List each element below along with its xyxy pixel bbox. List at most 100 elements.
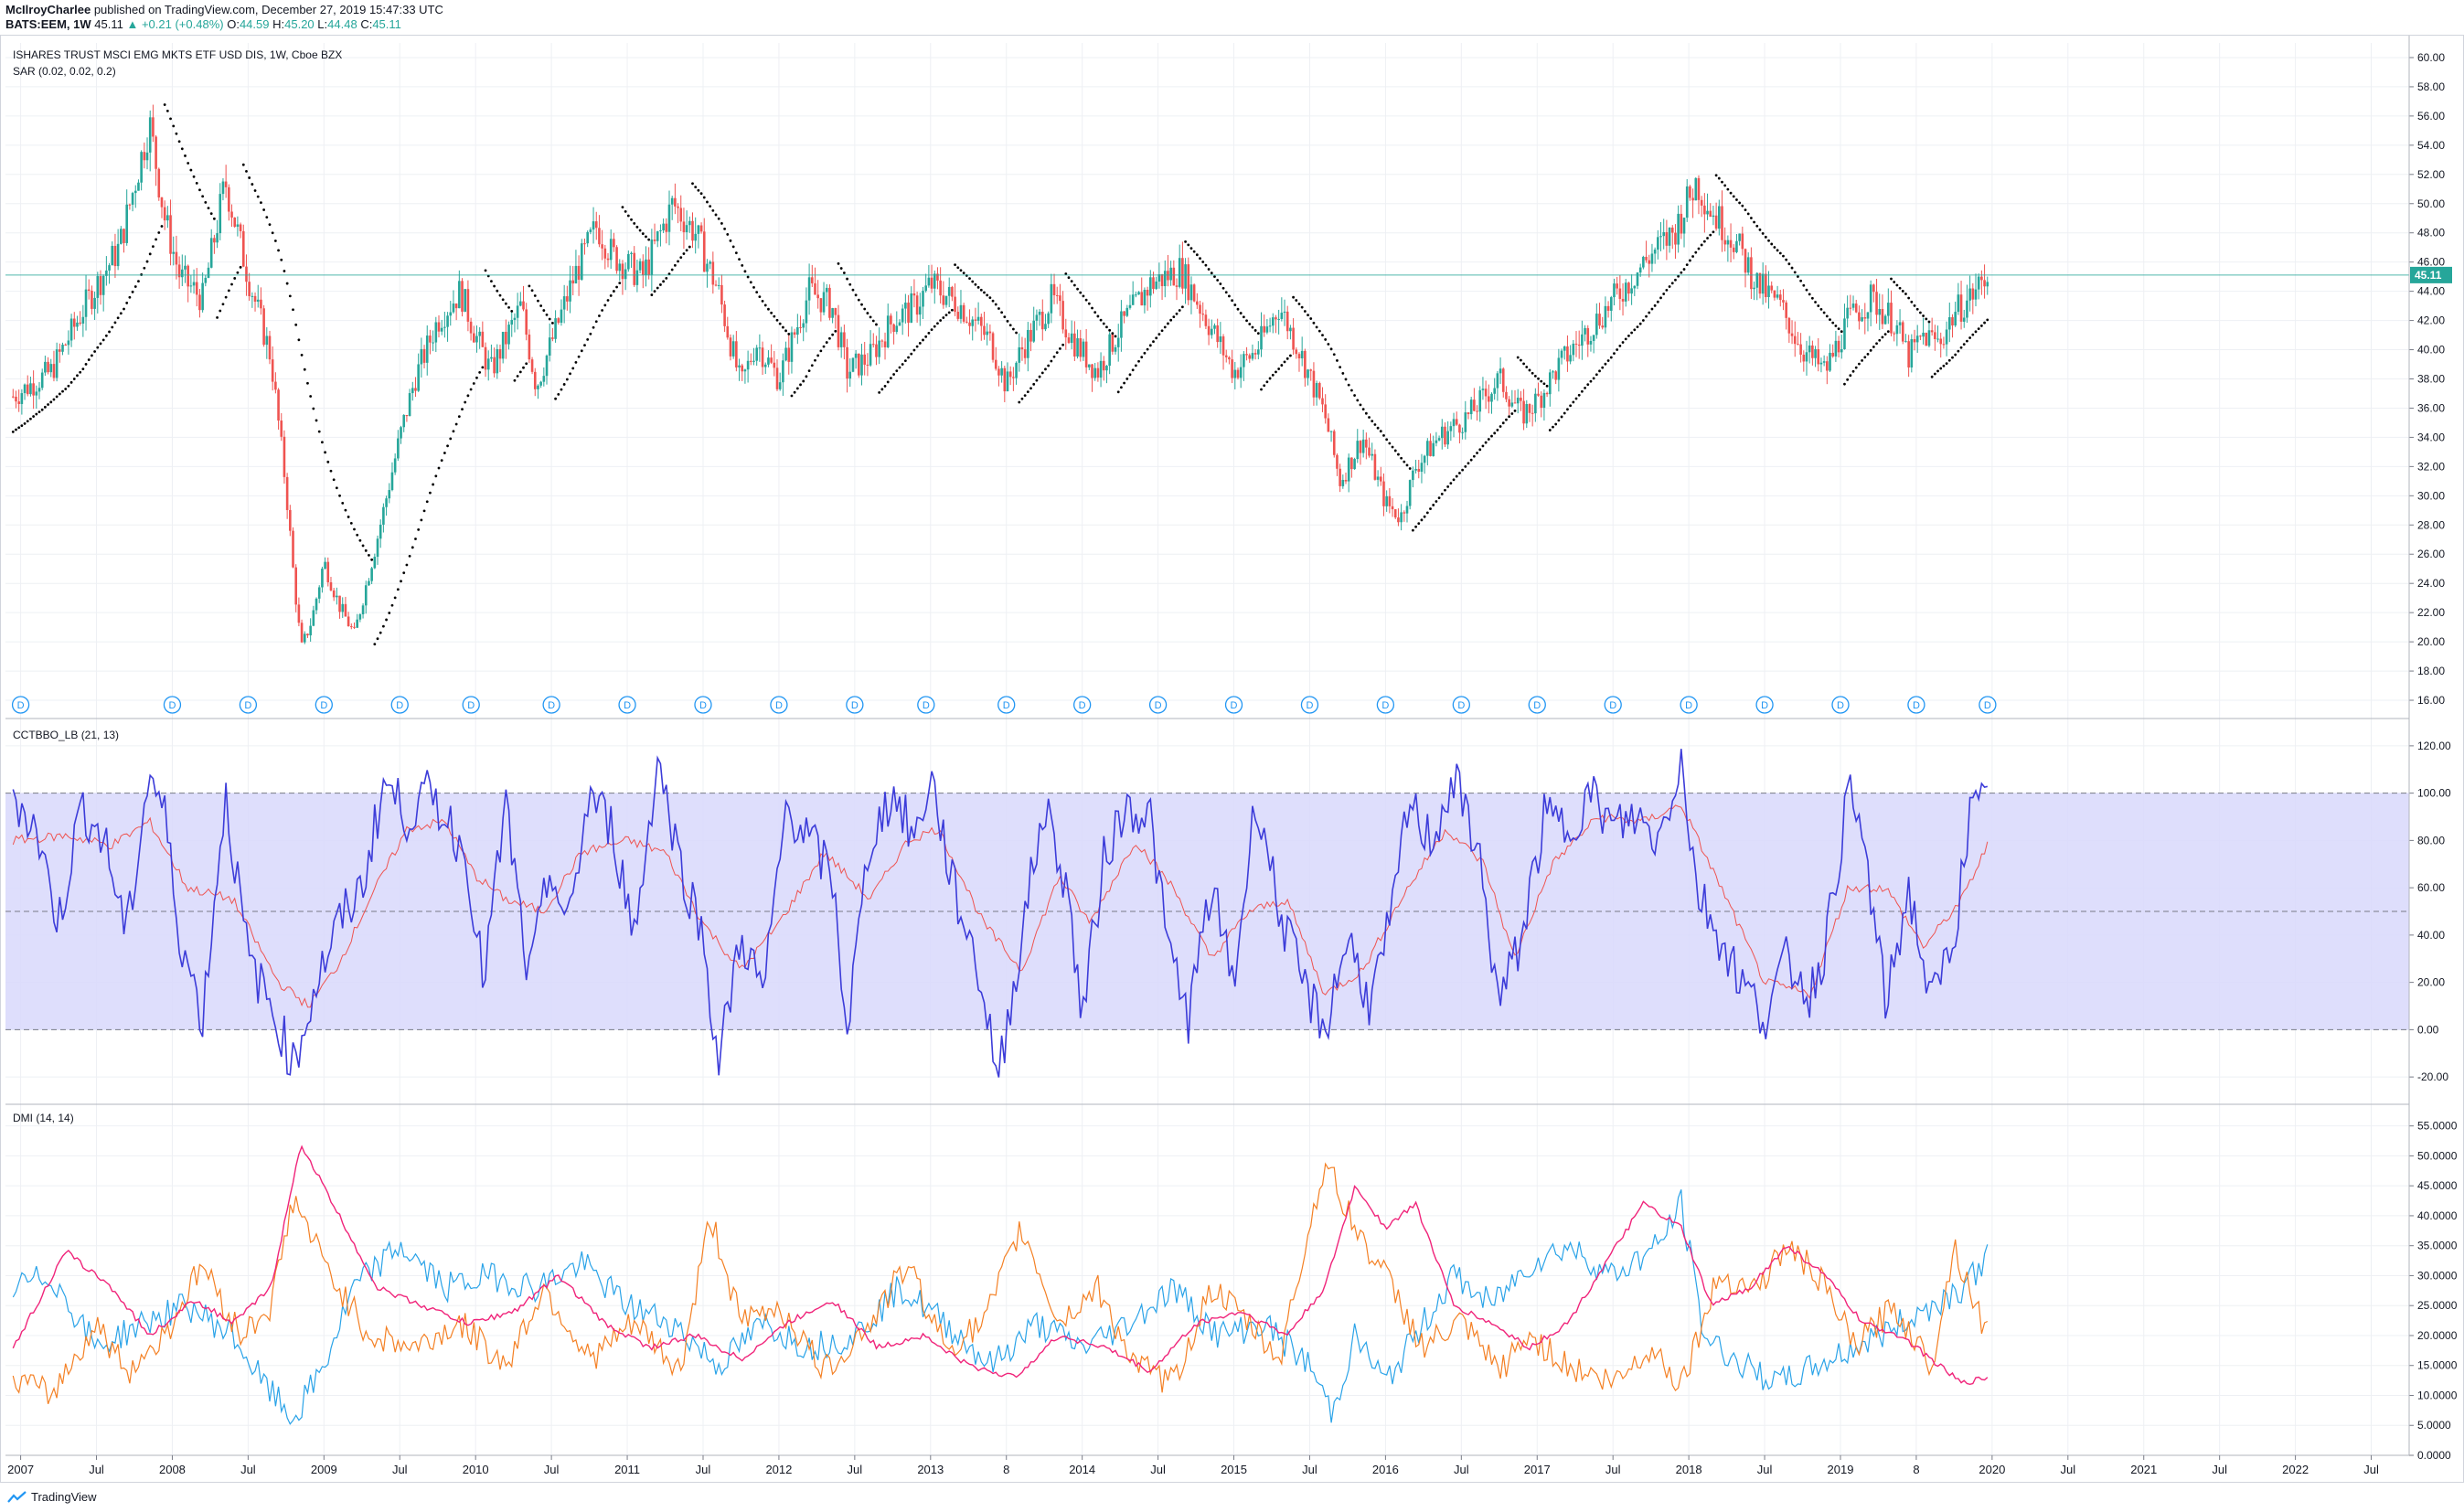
price-candle-body: [233, 217, 237, 228]
sar-dot: [1668, 285, 1671, 288]
price-candle-body: [1155, 281, 1157, 289]
x-tick-label: 2011: [614, 1463, 640, 1476]
price-candle-body: [557, 318, 560, 324]
x-tick-label: 2009: [311, 1463, 337, 1476]
sar-dot: [1163, 325, 1167, 329]
sar-dot: [1008, 324, 1012, 327]
sar-dot: [857, 298, 860, 302]
price-candle-body: [1665, 231, 1669, 246]
price-candle-body: [1627, 282, 1630, 294]
sar-dot: [807, 369, 811, 373]
price-candle-body: [793, 332, 796, 335]
sar-dot: [32, 415, 36, 418]
sar-dot: [1650, 307, 1654, 311]
price-candle-body: [697, 225, 700, 234]
price-candle-body: [420, 348, 423, 365]
sar-dot: [1231, 299, 1234, 303]
sar-dot: [133, 285, 137, 288]
sar-dot: [251, 183, 254, 186]
sar-dot: [1405, 463, 1409, 467]
price-candle-body: [1866, 312, 1870, 319]
price-candle-body: [562, 296, 566, 310]
price-candle-body: [123, 229, 125, 243]
price-candle-body: [1321, 398, 1324, 405]
sar-dot: [1285, 357, 1289, 360]
sar-dot: [1616, 348, 1619, 351]
author-name[interactable]: McIlroyCharlee: [5, 3, 91, 16]
price-candle-body: [230, 211, 233, 218]
x-tick-label: Jul: [696, 1463, 711, 1476]
price-candle-body: [373, 557, 377, 569]
sar-dot: [848, 282, 852, 286]
sar-dot: [1729, 191, 1733, 195]
price-candle-body: [1793, 335, 1797, 345]
sar-dot: [1167, 322, 1169, 325]
price-candle-body: [493, 357, 496, 374]
sar-dot: [422, 509, 426, 513]
price-candle-body: [618, 263, 622, 272]
sar-dot: [1910, 300, 1914, 303]
sar-dot: [1878, 338, 1882, 342]
sar-dot: [647, 238, 651, 241]
sar-dot: [1283, 360, 1286, 364]
price-candle-body: [1572, 343, 1575, 356]
price-candle-body: [1758, 272, 1762, 294]
price-candle-body: [209, 238, 213, 268]
adx-line: [12, 1145, 1989, 1386]
sar-dot: [1300, 305, 1304, 309]
sar-dot: [944, 314, 948, 316]
sar-dot: [239, 265, 242, 269]
price-candle-body: [1721, 206, 1723, 240]
price-candle-body: [1648, 260, 1651, 264]
price-candle-body: [1854, 303, 1858, 313]
price-pane[interactable]: ISHARES TRUST MSCI EMG MKTS ETF USD DIS,…: [5, 48, 2409, 714]
price-candle-body: [1275, 317, 1277, 320]
sar-dot: [93, 350, 97, 353]
price-candle-body: [726, 325, 730, 338]
sar-dot: [47, 403, 49, 406]
price-y-tick-label: 38.00: [2417, 373, 2445, 386]
sar-dot: [781, 325, 784, 329]
sar-dot: [1606, 359, 1610, 362]
sar-dot: [577, 355, 581, 358]
price-y-tick-label: 24.00: [2417, 577, 2445, 590]
cctbbo-pane[interactable]: CCTBBO_LB (21, 13): [5, 729, 2409, 1078]
sar-dot: [379, 631, 382, 634]
tradingview-brand[interactable]: TradingView: [7, 1490, 97, 1504]
price-candle-body: [1826, 361, 1829, 371]
sar-dot: [533, 294, 537, 297]
sar-dot: [743, 270, 747, 273]
price-candle-body: [59, 349, 61, 352]
sar-dot: [1915, 307, 1919, 311]
sar-dot: [901, 363, 904, 366]
price-candle-body: [1770, 285, 1774, 291]
sar-dot: [306, 381, 309, 385]
price-candle-body: [507, 325, 510, 345]
sar-dot: [1332, 353, 1336, 357]
sar-dot: [1242, 315, 1245, 319]
x-tick-label: Jul: [1454, 1463, 1469, 1476]
sar-dot: [1898, 286, 1902, 290]
price-candle-body: [1070, 333, 1073, 344]
sar-dot: [1641, 319, 1645, 322]
dmi-minus-line: [12, 1162, 1989, 1405]
price-candle-body: [1589, 340, 1593, 345]
price-candle-body: [802, 323, 805, 328]
sar-dot: [326, 460, 330, 463]
price-candle-body: [268, 335, 272, 360]
sar-dot: [1787, 262, 1791, 266]
sar-dot: [23, 421, 27, 425]
price-candle-body: [152, 117, 155, 137]
price-candle-body: [1412, 470, 1414, 481]
price-candle-body: [1160, 274, 1164, 287]
price-candle-body: [44, 361, 47, 373]
price-candle-body: [1581, 334, 1584, 346]
cctbbo-y-tick-label: 120.00: [2417, 740, 2451, 752]
price-y-tick-label: 46.00: [2417, 256, 2445, 269]
sar-dot: [496, 289, 499, 293]
sar-dot: [1180, 305, 1184, 309]
sar-dot: [720, 222, 723, 225]
dmi-pane[interactable]: DMI (14, 14): [12, 1112, 1989, 1425]
dividend-marker-label: D: [396, 700, 403, 711]
